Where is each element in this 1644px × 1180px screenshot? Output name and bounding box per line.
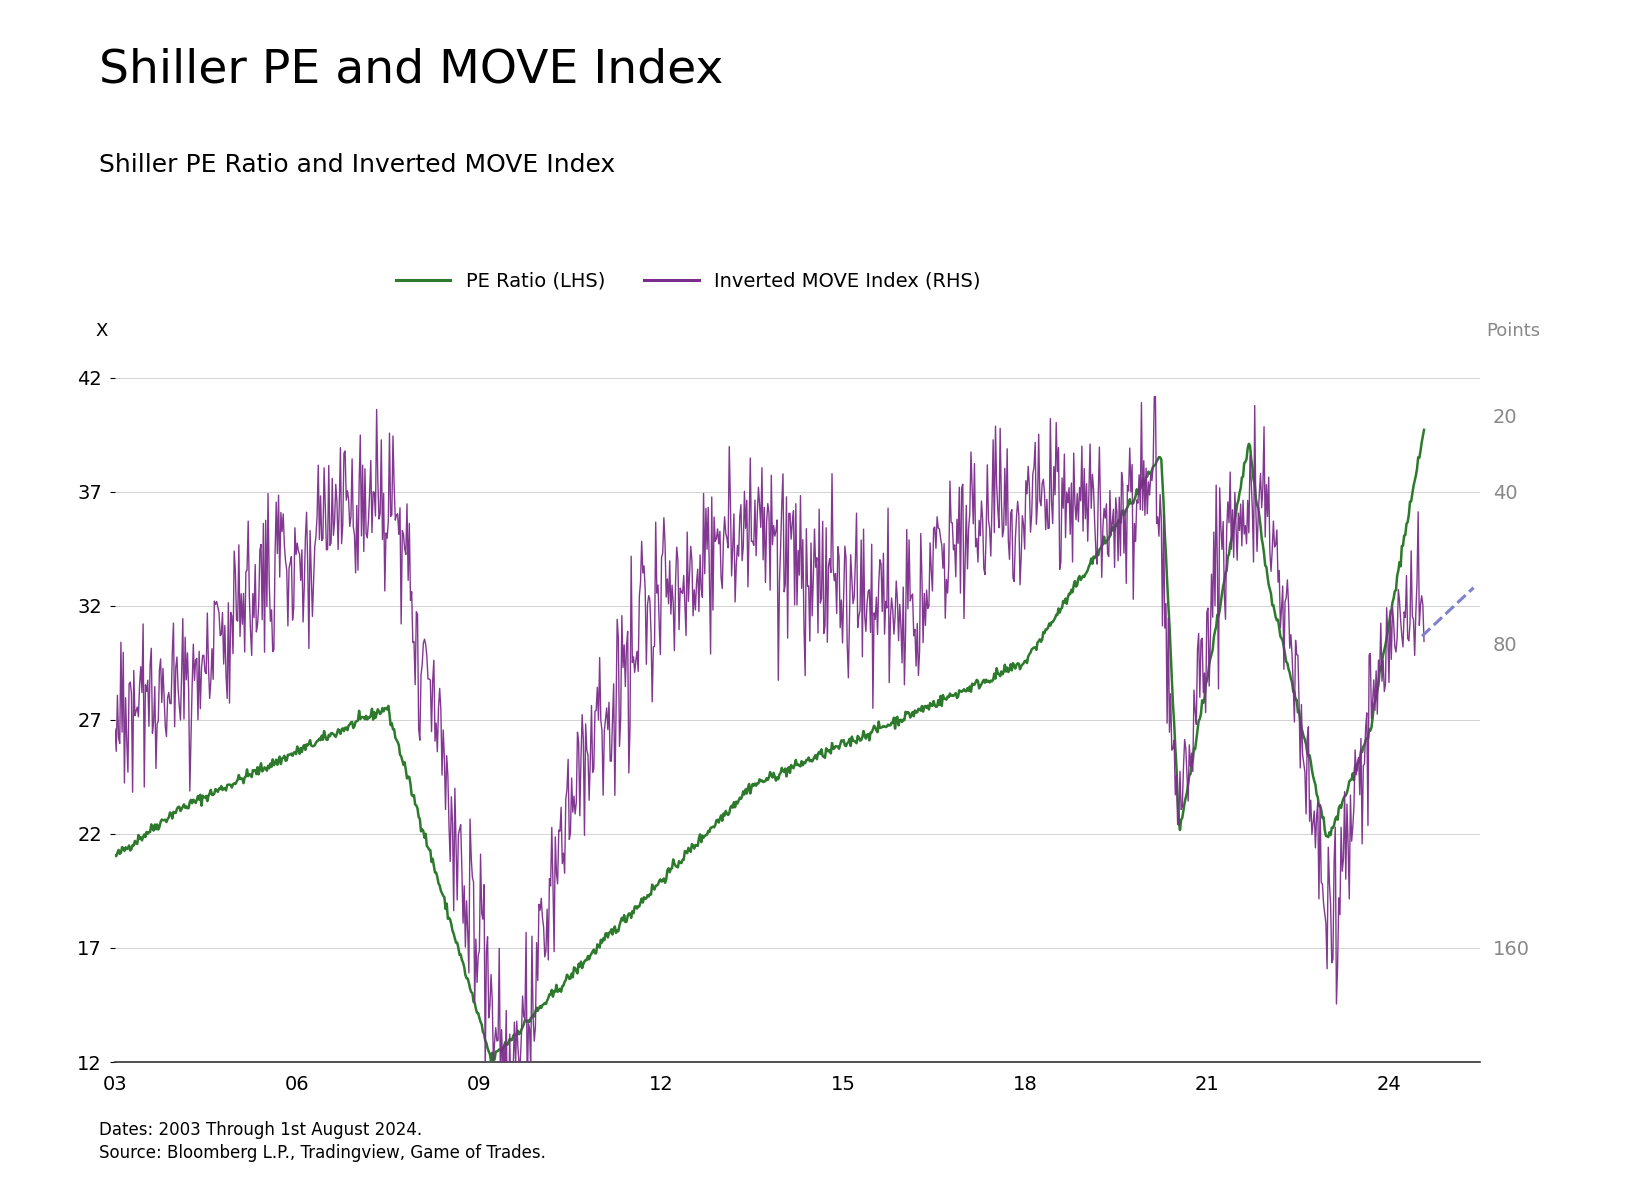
Text: Shiller PE and MOVE Index: Shiller PE and MOVE Index xyxy=(99,47,723,92)
Text: Dates: 2003 Through 1st August 2024.: Dates: 2003 Through 1st August 2024. xyxy=(99,1121,423,1139)
Text: Points: Points xyxy=(1486,322,1540,340)
Text: X: X xyxy=(95,322,109,340)
Legend: PE Ratio (LHS), Inverted MOVE Index (RHS): PE Ratio (LHS), Inverted MOVE Index (RHS… xyxy=(388,264,988,299)
Text: Shiller PE Ratio and Inverted MOVE Index: Shiller PE Ratio and Inverted MOVE Index xyxy=(99,153,615,177)
Text: Source: Bloomberg L.P., Tradingview, Game of Trades.: Source: Bloomberg L.P., Tradingview, Gam… xyxy=(99,1145,546,1162)
